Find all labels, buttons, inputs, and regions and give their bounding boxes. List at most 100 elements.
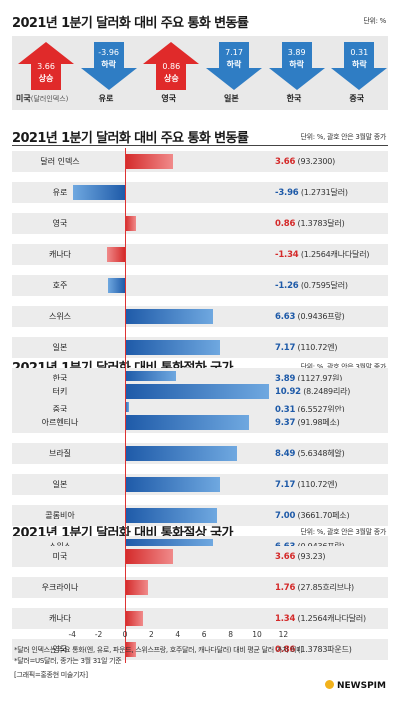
- value-label: -1.26 (0.7595달러): [275, 275, 348, 296]
- closing-price: (1.2564캐나다달러): [295, 614, 367, 623]
- chart-row: 아르헨티나 9.37 (91.98페소): [12, 412, 388, 433]
- category-label: 스위스: [48, 312, 72, 321]
- section-1-rule: [12, 145, 388, 146]
- brand-name: NEWSPIM: [337, 681, 386, 691]
- closing-price: (1.2564캐나다달러): [298, 250, 370, 259]
- arrow-country-name: 중국: [349, 94, 365, 103]
- footnote-2: *달러=US달러, 종가는 3월 31일 기준: [14, 657, 122, 665]
- bar: [107, 247, 125, 262]
- chart-row: 영국 0.86 (1.3783파운드): [12, 639, 388, 660]
- closing-price: (93.23): [295, 552, 326, 561]
- chart-row: 미국 3.66 (93.23): [12, 546, 388, 567]
- value-number: 0.31: [275, 405, 296, 415]
- x-tick-label: -2: [94, 630, 103, 639]
- bar: [125, 611, 143, 626]
- arrow-down-icon: 0.31 하락: [331, 42, 388, 90]
- category-label: 아르헨티나: [41, 418, 79, 427]
- x-tick-label: 2: [149, 630, 154, 639]
- value-number: 1.34: [275, 614, 296, 624]
- value-number: 8.49: [275, 449, 296, 459]
- bar: [125, 477, 220, 492]
- closing-price: (0.9436프랑): [295, 312, 345, 321]
- closing-price: (91.98페소): [295, 418, 340, 427]
- category-label: 우크라이나: [41, 583, 79, 592]
- value-label: 7.17 (110.72엔): [275, 474, 338, 495]
- bar: [125, 415, 249, 430]
- arrow-down-icon: 7.17 하락: [206, 42, 262, 90]
- value-number: 7.00: [275, 511, 296, 521]
- value-number: 9.37: [275, 418, 296, 428]
- value-number: 6.63: [275, 312, 296, 322]
- section-1-unit: 단위: %, 괄호 안은 3월말 종가: [300, 133, 386, 141]
- bar: [125, 508, 218, 523]
- zero-line: [125, 543, 126, 663]
- credit: [그래픽=홍종현 미술기자]: [14, 671, 88, 679]
- x-tick-label: 0: [122, 630, 128, 639]
- category-label: 일본: [52, 343, 68, 352]
- category-label: 캐나다: [48, 614, 72, 623]
- arrow-direction-label: 하락: [289, 60, 305, 69]
- value-number: 7.17: [275, 480, 296, 490]
- x-tick-label: 4: [175, 630, 181, 639]
- category-label: 미국: [52, 552, 68, 561]
- closing-price: (93.2300): [295, 157, 336, 166]
- closing-price: (1127.97원): [295, 374, 343, 383]
- value-number: 0.86: [275, 645, 296, 655]
- value-number: 3.66: [275, 157, 296, 167]
- arrow-country-name: 영국: [161, 94, 177, 103]
- category-label: 유로: [52, 188, 68, 197]
- bar: [125, 216, 137, 231]
- value-label: 1.76 (27.85흐리브냐): [275, 577, 354, 598]
- x-tick-label: 12: [278, 630, 289, 639]
- category-label: 한국: [52, 374, 68, 383]
- arrow-panel: 3.66 상승 미국(달러인덱스) -3.96 하락 유로 0.86 상승 영국 7.17 하락 일본…: [12, 36, 388, 110]
- closing-price: (1.3783달러): [295, 219, 345, 228]
- value-label: 0.86 (1.3783파운드): [275, 639, 352, 660]
- arrow-country-name: 미국(달러인덱스): [16, 94, 69, 103]
- category-label: 일본: [52, 480, 68, 489]
- arrow-value: 0.86: [162, 62, 181, 71]
- closing-price: (0.7595달러): [298, 281, 348, 290]
- value-label: 6.63 (0.9436프랑): [275, 306, 345, 327]
- arrow-value: 3.66: [37, 62, 55, 71]
- chart-row: 달러 인덱스 3.66 (93.2300): [12, 151, 388, 172]
- x-tick-label: 10: [252, 630, 262, 639]
- bar: [125, 384, 270, 399]
- chart-row: 영국 0.86 (1.3783달러): [12, 213, 388, 234]
- bar: [125, 154, 174, 169]
- value-label: 8.49 (5.6348헤알): [275, 443, 345, 464]
- arrow-value: -3.96: [98, 48, 119, 57]
- zero-line: [125, 148, 126, 423]
- value-label: 3.89 (1127.97원): [275, 368, 342, 389]
- arrow-value: 3.89: [287, 48, 306, 57]
- arrow-direction-label: 하락: [101, 60, 117, 69]
- arrow-up-icon: 3.66 상승: [18, 42, 74, 90]
- chart-row: 캐나다 1.34 (1.2564캐나다달러): [12, 608, 388, 629]
- closing-price: (110.72엔): [295, 480, 338, 489]
- value-label: 10.92 (8.2489리라): [275, 381, 350, 402]
- value-number: -1.34: [275, 250, 299, 260]
- page-title: 2021년 1분기 달러화 대비 주요 통화 변동률: [12, 16, 249, 31]
- bar: [125, 309, 213, 324]
- value-number: 7.17: [275, 343, 296, 353]
- closing-price: (5.6348헤알): [295, 449, 345, 458]
- category-label: 캐나다: [48, 250, 72, 259]
- closing-price: (110.72엔): [295, 343, 338, 352]
- chart-row: 브라질 8.49 (5.6348헤알): [12, 443, 388, 464]
- chart-row: 우크라이나 1.76 (27.85흐리브냐): [12, 577, 388, 598]
- arrow-country-sub: (달러인덱스): [30, 95, 69, 103]
- value-number: 0.86: [275, 219, 296, 229]
- bar: [125, 642, 137, 657]
- x-tick-label: -4: [68, 630, 76, 639]
- chart-row: 유로 -3.96 (1.2731달러): [12, 182, 388, 203]
- chart-row: 캐나다 -1.34 (1.2564캐나다달러): [12, 244, 388, 265]
- value-label: -3.96 (1.2731달러): [275, 182, 348, 203]
- category-label: 호주: [52, 281, 68, 290]
- value-label: 9.37 (91.98페소): [275, 412, 340, 433]
- closing-price: (3661.70페소): [295, 511, 350, 520]
- value-label: 1.34 (1.2564캐나다달러): [275, 608, 366, 629]
- closing-price: (6.5527위안): [295, 405, 345, 414]
- closing-price: (27.85흐리브냐): [295, 583, 355, 592]
- value-label: 7.00 (3661.70페소): [275, 505, 350, 526]
